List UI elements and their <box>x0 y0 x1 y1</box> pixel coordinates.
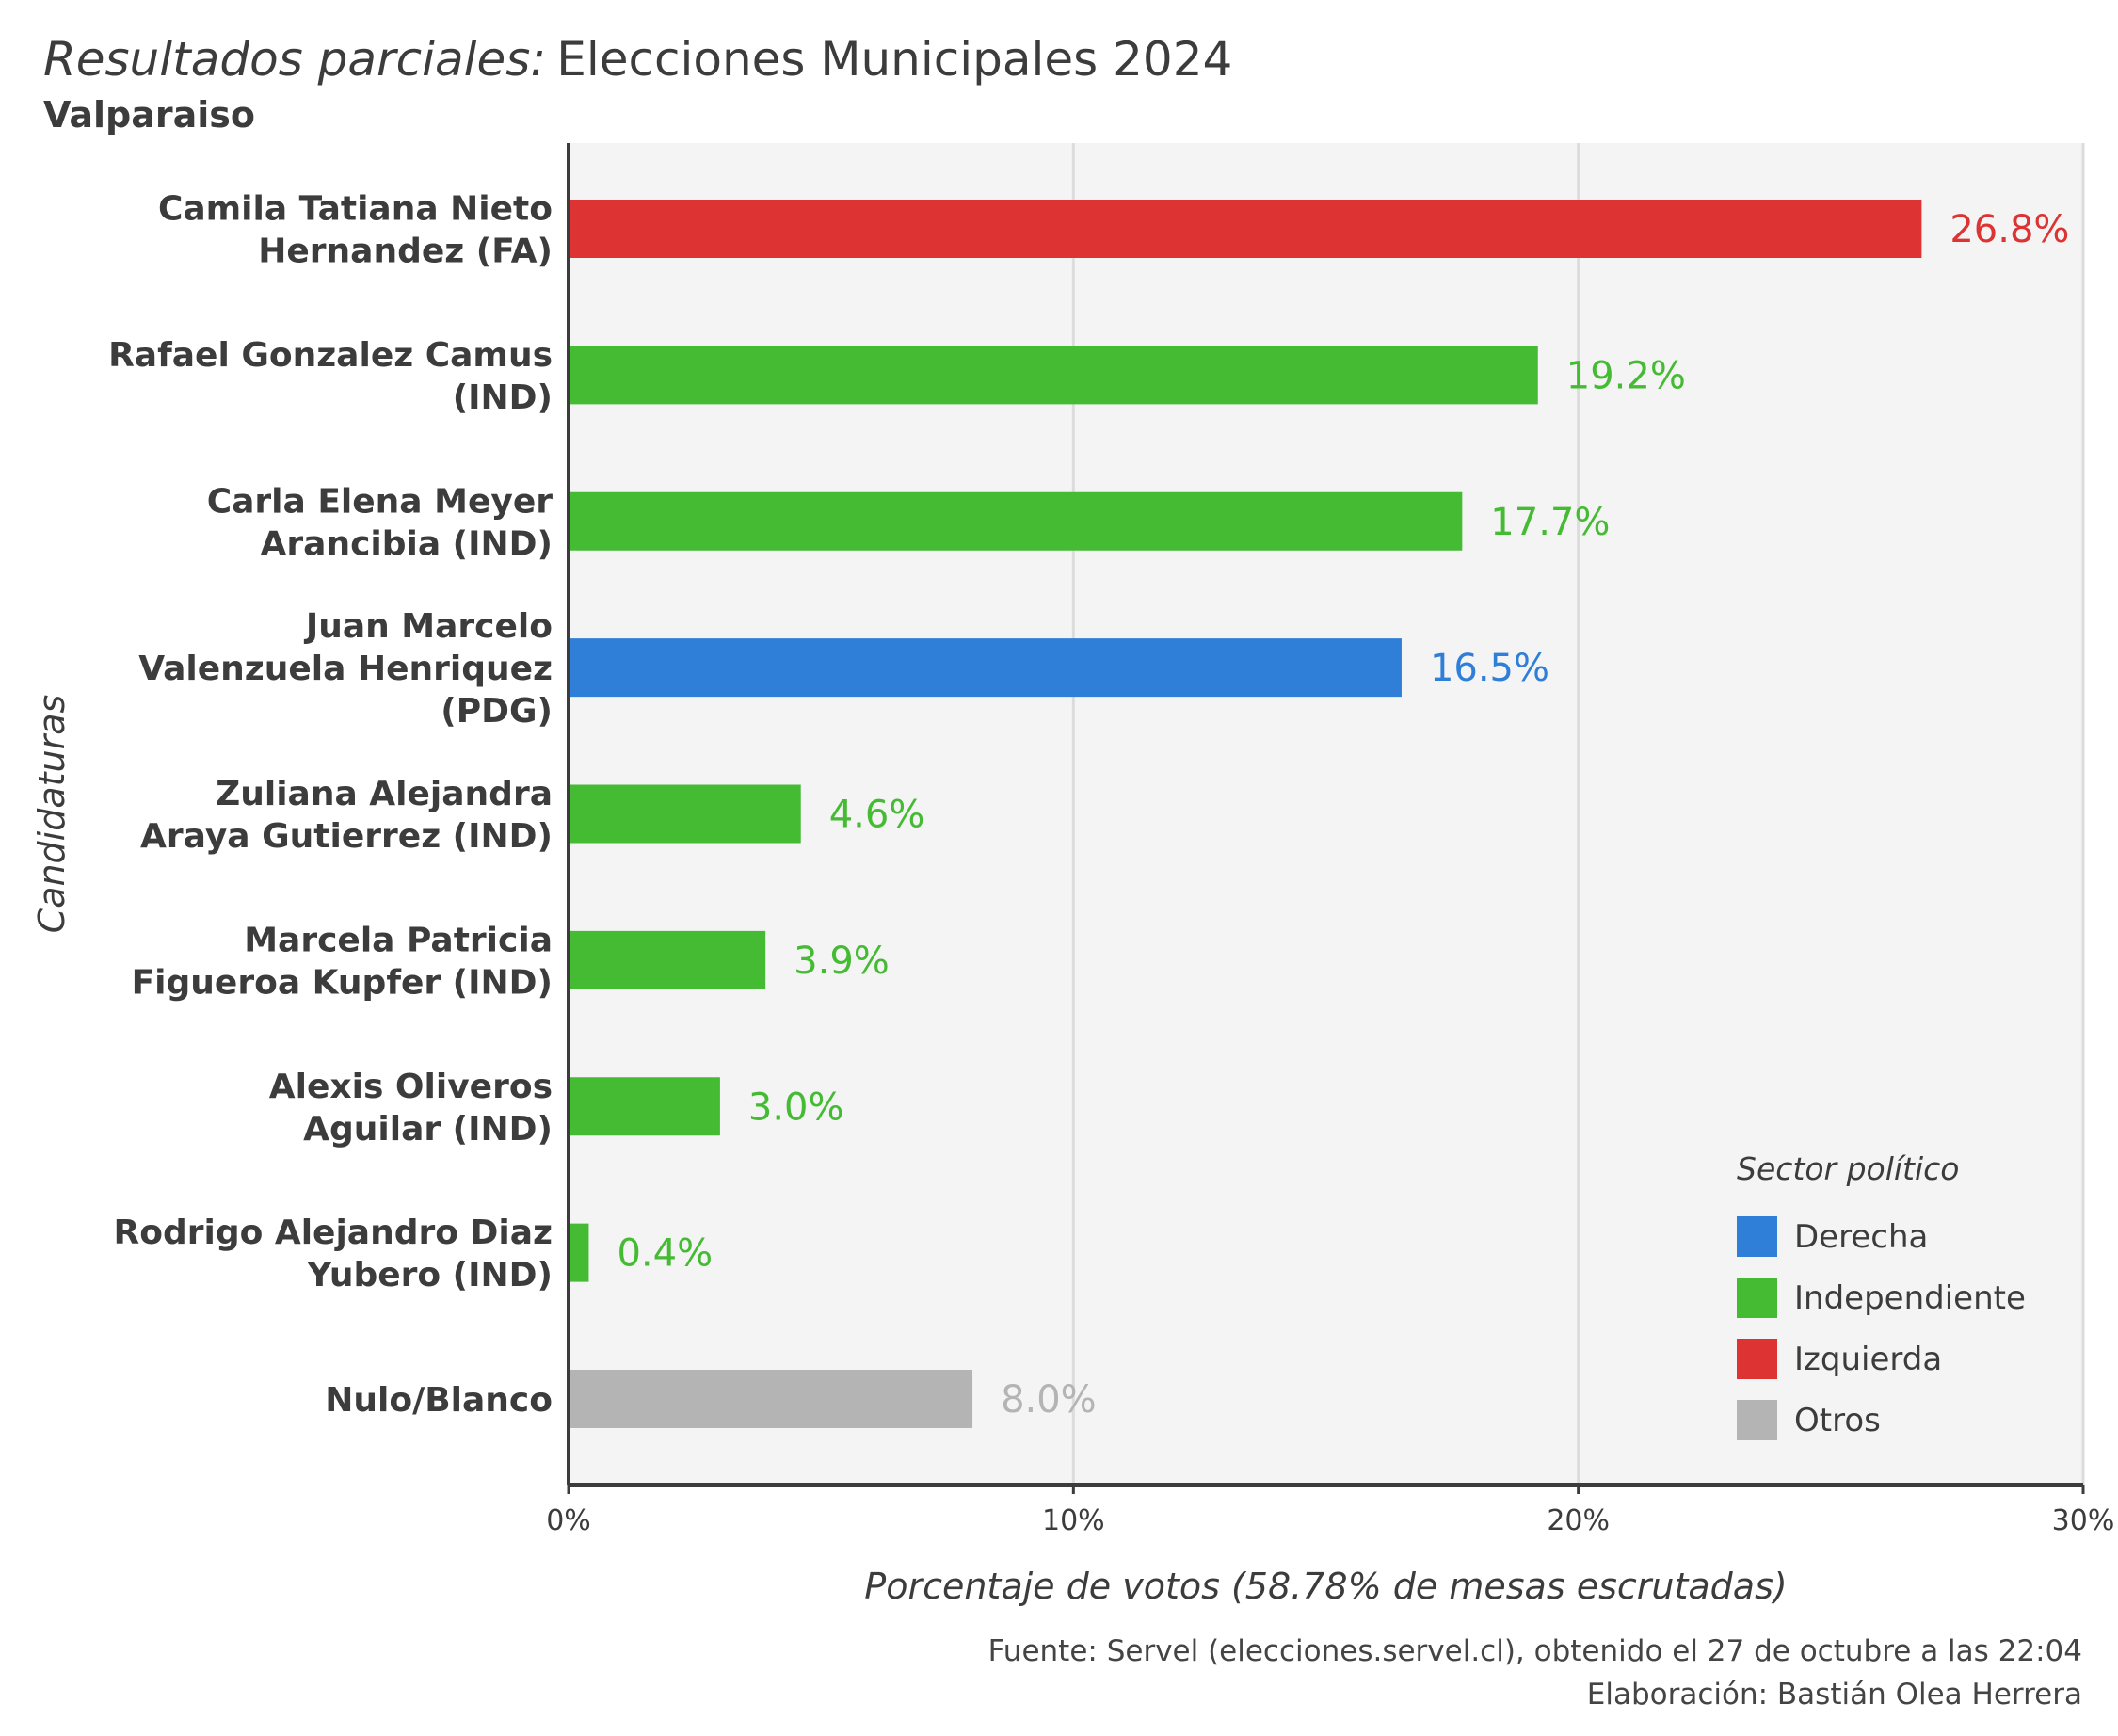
title-main: Elecciones Municipales 2024 <box>556 32 1233 87</box>
legend-item-otros: Otros <box>1737 1390 2026 1451</box>
category-label: (IND) <box>453 378 553 417</box>
legend-item-izquierda: Izquierda <box>1737 1328 2026 1390</box>
chart-title: Resultados parciales: Elecciones Municip… <box>43 32 1232 87</box>
x-axis-title: Porcentaje de votos (58.78% de mesas esc… <box>864 1566 1787 1607</box>
value-label: 0.4% <box>617 1232 713 1276</box>
legend-swatch <box>1737 1339 1777 1379</box>
legend: Sector político Derecha Independiente Izqu… <box>1737 1150 2026 1451</box>
value-label: 19.2% <box>1566 354 1686 397</box>
caption-author: Elaboración: Bastián Olea Herrera <box>1586 1678 2082 1712</box>
bar <box>569 1370 973 1428</box>
bar <box>569 784 801 844</box>
category-label: Valenzuela Henriquez <box>138 650 553 688</box>
category-label: Zuliana Alejandra <box>216 775 553 813</box>
legend-title: Sector político <box>1737 1150 1960 1187</box>
bar <box>569 1077 720 1136</box>
legend-label: Otros <box>1794 1401 1881 1439</box>
legend-label: Independiente <box>1794 1278 2026 1317</box>
value-label: 3.0% <box>748 1085 844 1129</box>
x-tick-label: 30% <box>2052 1504 2115 1537</box>
category-label: Rafael Gonzalez Camus <box>108 336 553 375</box>
bar <box>569 491 1463 551</box>
category-label: Alexis Oliveros <box>269 1068 553 1106</box>
value-label: 3.9% <box>794 940 890 983</box>
bar <box>569 930 766 989</box>
chart-subtitle: Valparaiso <box>43 94 255 136</box>
value-label: 8.0% <box>1001 1378 1097 1422</box>
value-label: 16.5% <box>1430 647 1549 690</box>
title-italic: Resultados parciales: <box>43 32 547 87</box>
category-label: Araya Gutierrez (IND) <box>140 817 553 856</box>
category-label: Hernandez (FA) <box>258 233 553 271</box>
legend-swatch <box>1737 1400 1777 1440</box>
category-label: Rodrigo Alejandro Diaz <box>114 1214 554 1252</box>
legend-item-independiente: Independiente <box>1737 1267 2026 1328</box>
value-label: 17.7% <box>1490 501 1610 544</box>
category-label: (PDG) <box>441 692 553 731</box>
bar <box>569 1223 589 1282</box>
category-label: Aguilar (IND) <box>303 1110 553 1149</box>
category-label: Camila Tatiana Nieto <box>158 190 553 229</box>
category-label: Juan Marcelo <box>303 607 553 646</box>
x-tick-label: 0% <box>546 1504 591 1537</box>
category-label: Nulo/Blanco <box>325 1381 553 1420</box>
bar <box>569 346 1538 405</box>
x-tick-label: 10% <box>1042 1504 1105 1537</box>
legend-label: Derecha <box>1794 1217 1929 1256</box>
x-tick-label: 20% <box>1547 1504 1610 1537</box>
category-label: Carla Elena Meyer <box>207 482 554 521</box>
bar <box>569 200 1922 258</box>
value-label: 4.6% <box>829 794 925 837</box>
value-label: 26.8% <box>1950 208 2069 251</box>
caption-source: Fuente: Servel (elecciones.servel.cl), o… <box>987 1634 2082 1668</box>
category-label: Marcela Patricia <box>244 921 553 959</box>
category-label: Yubero (IND) <box>306 1256 553 1294</box>
category-label: Figueroa Kupfer (IND) <box>132 963 553 1002</box>
y-axis-title: Candidaturas <box>31 695 72 934</box>
bar <box>569 638 1402 698</box>
category-label: Arancibia (IND) <box>261 524 553 563</box>
legend-label: Izquierda <box>1794 1340 1943 1378</box>
legend-item-derecha: Derecha <box>1737 1206 2026 1267</box>
legend-swatch <box>1737 1216 1777 1257</box>
legend-swatch <box>1737 1278 1777 1318</box>
